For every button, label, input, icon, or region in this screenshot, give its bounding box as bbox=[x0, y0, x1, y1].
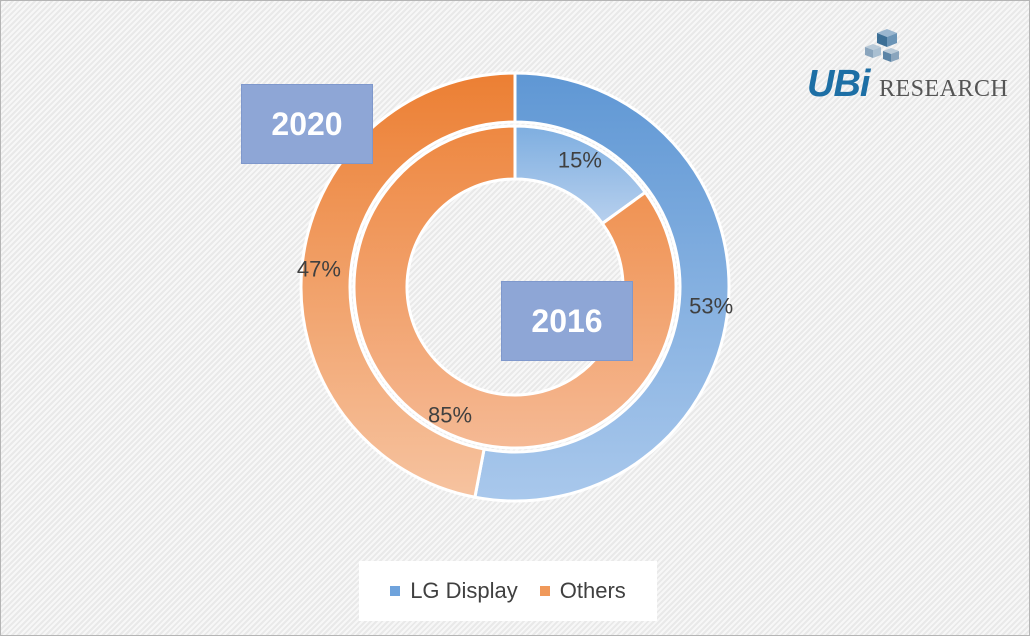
slice-2020-lg-display bbox=[473, 71, 731, 503]
legend-item-others: Others bbox=[539, 578, 626, 604]
slice-2016-others bbox=[352, 124, 678, 450]
year-label-2016: 2016 bbox=[501, 281, 633, 361]
data-label-2016-others: 85% bbox=[428, 402, 472, 427]
legend-item-lg-display: LG Display bbox=[390, 578, 518, 604]
legend: LG Display Others bbox=[359, 561, 657, 621]
legend-swatch-lg-display bbox=[390, 586, 401, 596]
logo-text: RESEARCH bbox=[879, 76, 1009, 102]
ubi-research-logo: UBi RESEARCH bbox=[807, 29, 1009, 109]
slice-2020-others bbox=[299, 71, 517, 499]
data-label-2020-lg-display: 53% bbox=[689, 294, 733, 319]
legend-label-others: Others bbox=[559, 578, 626, 603]
data-label-2020-others: 47% bbox=[297, 256, 341, 281]
legend-label-lg-display: LG Display bbox=[410, 578, 518, 603]
legend-swatch-others bbox=[539, 586, 550, 596]
data-label-2016-lg-display: 15% bbox=[558, 148, 602, 173]
cubes-icon bbox=[865, 29, 899, 62]
year-label-2020: 2020 bbox=[241, 84, 373, 164]
logo-brand: UBi bbox=[807, 63, 870, 105]
